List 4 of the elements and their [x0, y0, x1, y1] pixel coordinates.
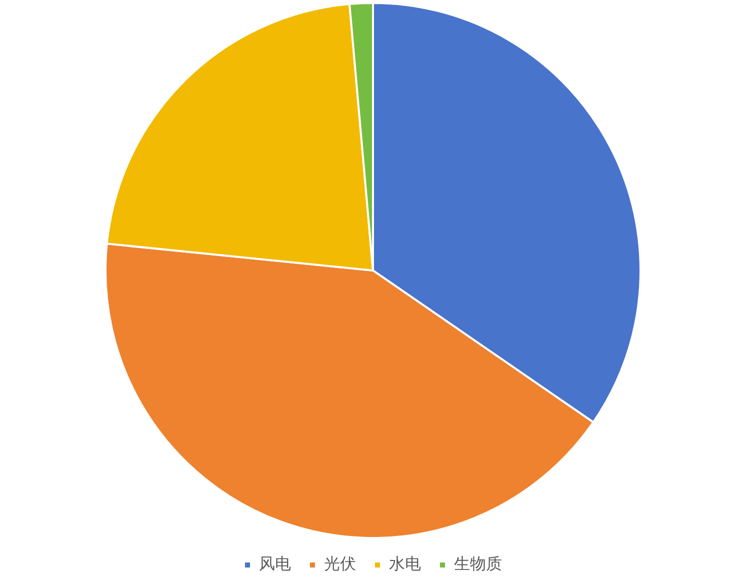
- legend-label: 风电: [259, 554, 291, 574]
- legend-label: 水电: [389, 554, 421, 574]
- legend-label: 生物质: [454, 554, 502, 574]
- legend-label: 光伏: [324, 554, 356, 574]
